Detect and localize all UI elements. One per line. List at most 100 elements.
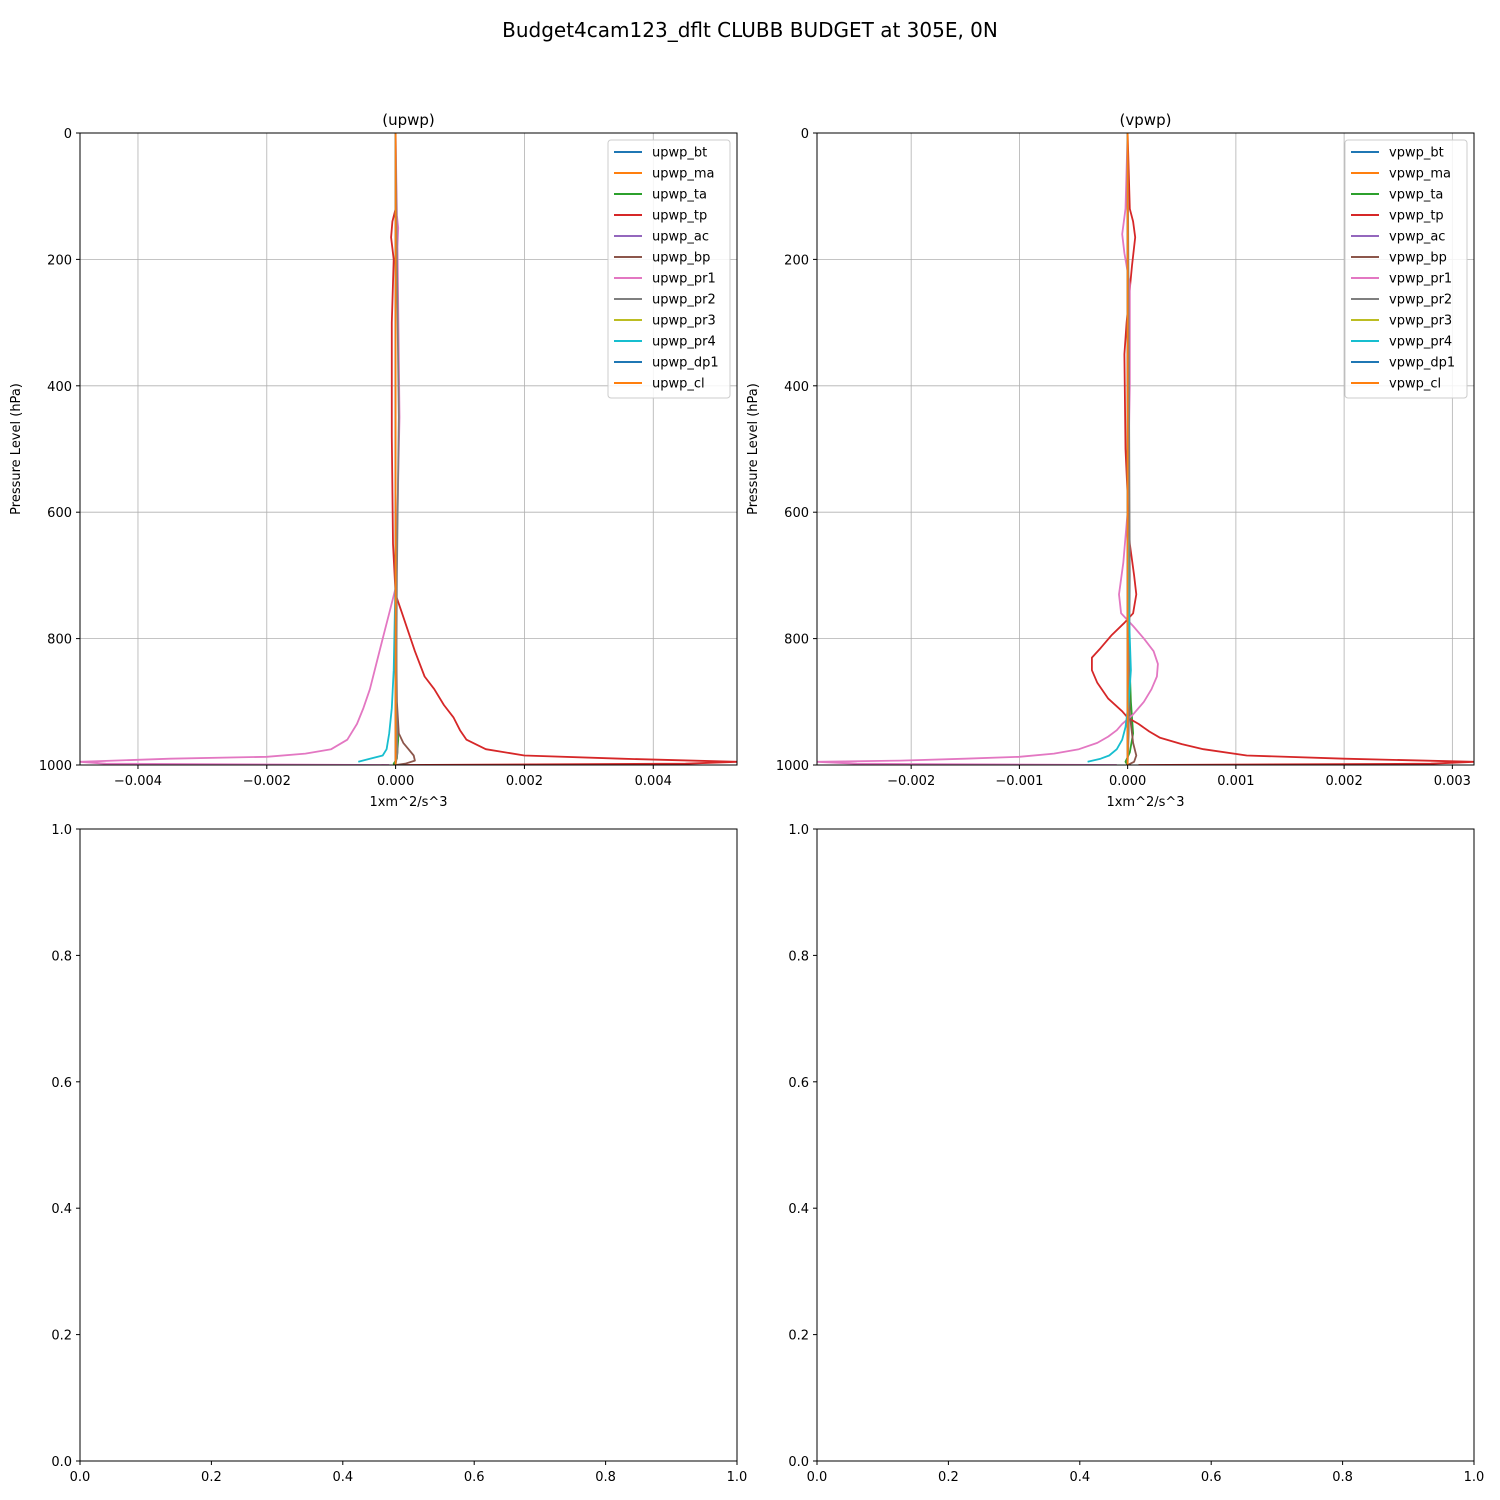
x-tick-label: 0.000 (1109, 774, 1146, 789)
legend-label: vpwp_tp (1389, 209, 1444, 224)
y-tick-label: 1.0 (51, 823, 72, 838)
x-tick-label: 0.002 (1326, 774, 1363, 789)
figure-title: Budget4cam123_dflt CLUBB BUDGET at 305E,… (502, 18, 998, 42)
x-tick-label: 0.2 (938, 1470, 959, 1485)
x-tick-label: 0.8 (595, 1470, 616, 1485)
x-tick-label: 0.000 (377, 774, 414, 789)
x-tick-label: 0.0 (807, 1470, 828, 1485)
legend-label: vpwp_ma (1389, 167, 1451, 182)
legend-label: upwp_bt (652, 146, 707, 161)
legend-label: vpwp_cl (1389, 377, 1441, 392)
x-tick-label: 0.8 (1332, 1470, 1353, 1485)
y-tick-label: 0.6 (788, 1076, 809, 1091)
legend-label: upwp_ma (652, 167, 715, 182)
axes-title: (vpwp) (1120, 111, 1172, 129)
x-tick-label: −0.002 (243, 774, 291, 789)
y-tick-label: 400 (784, 380, 809, 395)
legend-label: vpwp_ta (1389, 188, 1443, 203)
y-tick-label: 800 (784, 633, 809, 648)
y-tick-label: 0.2 (51, 1329, 72, 1344)
legend-label: upwp_pr3 (652, 314, 716, 329)
legend-label: upwp_cl (652, 377, 705, 392)
series-line-vpwp_pr4 (1087, 133, 1132, 763)
x-tick-label: 0.004 (635, 774, 672, 789)
x-tick-label: 0.001 (1217, 774, 1254, 789)
y-tick-label: 0 (64, 127, 72, 142)
y-tick-label: 800 (47, 633, 72, 648)
chart-3: 0.0 0.2 0.4 0.6 0.8 1.0 0.0 0.2 0.4 0.6 0.8 1.0 (788, 823, 1484, 1485)
legend-label: vpwp_bp (1389, 251, 1447, 266)
x-tick-label: −0.002 (887, 774, 935, 789)
y-tick-label: 0.2 (788, 1329, 809, 1344)
series-group (817, 133, 1474, 765)
x-tick-label: 0.4 (1069, 1470, 1090, 1485)
series-line-upwp_pr1 (80, 133, 401, 765)
y-tick-label: 600 (784, 506, 809, 521)
y-tick-label: 0.0 (51, 1455, 72, 1470)
x-tick-label: 0.2 (201, 1470, 222, 1485)
legend-label: vpwp_pr3 (1389, 314, 1452, 329)
y-axis-label: Pressure Level (hPa) (9, 383, 24, 515)
y-tick-label: 400 (47, 380, 72, 395)
legend: vpwp_bt vpwp_ma vpwp_ta vpwp_tp vpwp_ac vpwp_… (1344, 139, 1468, 399)
legend-label: upwp_ac (652, 230, 709, 245)
y-tick-label: 1000 (776, 759, 809, 774)
x-tick-label: −0.004 (114, 774, 162, 789)
legend-label: upwp_pr2 (652, 293, 716, 308)
x-tick-label: 0.6 (1201, 1470, 1222, 1485)
x-tick-label: 0.002 (506, 774, 543, 789)
chart-1: −0.002 −0.001 0.000 0.001 0.002 0.003 0 200 400 6… (746, 111, 1475, 810)
legend-label: upwp_bp (652, 251, 710, 266)
y-tick-label: 0 (801, 127, 809, 142)
axes-frame (79, 828, 738, 1462)
y-tick-label: 0.6 (51, 1076, 72, 1091)
y-tick-label: 0.0 (788, 1455, 809, 1470)
x-tick-label: −0.001 (995, 774, 1043, 789)
legend-label: upwp_ta (652, 188, 707, 203)
chart-0: −0.004 −0.002 0.000 0.002 0.004 0 200 400 600 800… (9, 111, 738, 810)
legend-box (607, 139, 731, 399)
y-axis-label: Pressure Level (hPa) (746, 383, 761, 515)
series-line-upwp_tp (390, 133, 737, 765)
axes-frame (79, 132, 738, 766)
legend-label: vpwp_ac (1389, 230, 1445, 245)
series-line-upwp_pr2 (394, 133, 400, 765)
legend-label: upwp_pr1 (652, 272, 716, 287)
legend-label: vpwp_pr4 (1389, 335, 1452, 350)
x-tick-label: 1.0 (1464, 1470, 1485, 1485)
y-tick-label: 1.0 (788, 823, 809, 838)
series-line-vpwp_pr1 (817, 133, 1159, 765)
y-tick-label: 0.8 (788, 949, 809, 964)
x-axis-label: 1xm^2/s^3 (1106, 795, 1184, 810)
series-group (80, 133, 737, 765)
y-tick-label: 200 (784, 253, 809, 268)
y-tick-label: 1000 (39, 759, 72, 774)
legend-label: upwp_dp1 (652, 356, 719, 371)
axes-title: (upwp) (382, 111, 435, 129)
series-line-upwp_pr4 (358, 133, 397, 763)
legend-label: vpwp_pr2 (1389, 293, 1452, 308)
x-tick-label: 0.4 (332, 1470, 353, 1485)
x-tick-label: 0.0 (70, 1470, 91, 1485)
axes-frame (816, 132, 1475, 766)
y-tick-label: 0.8 (51, 949, 72, 964)
legend-box (1344, 139, 1468, 399)
legend-label: upwp_tp (652, 209, 707, 224)
y-tick-label: 0.4 (51, 1202, 72, 1217)
legend: upwp_bt upwp_ma upwp_ta upwp_tp upwp_ac upwp_… (607, 139, 731, 399)
y-tick-label: 200 (47, 253, 72, 268)
y-tick-label: 600 (47, 506, 72, 521)
axes-frame (816, 828, 1475, 1462)
legend-label: vpwp_dp1 (1389, 356, 1455, 371)
x-tick-label: 0.003 (1434, 774, 1471, 789)
series-line-vpwp_tp (1091, 133, 1474, 765)
x-tick-label: 1.0 (727, 1470, 748, 1485)
legend-label: vpwp_bt (1389, 146, 1444, 161)
legend-label: vpwp_pr1 (1389, 272, 1452, 287)
chart-2: 0.0 0.2 0.4 0.6 0.8 1.0 0.0 0.2 0.4 0.6 0.8 1.0 (51, 823, 747, 1485)
x-tick-label: 0.6 (464, 1470, 485, 1485)
legend-label: upwp_pr4 (652, 335, 716, 350)
x-axis-label: 1xm^2/s^3 (369, 795, 447, 810)
